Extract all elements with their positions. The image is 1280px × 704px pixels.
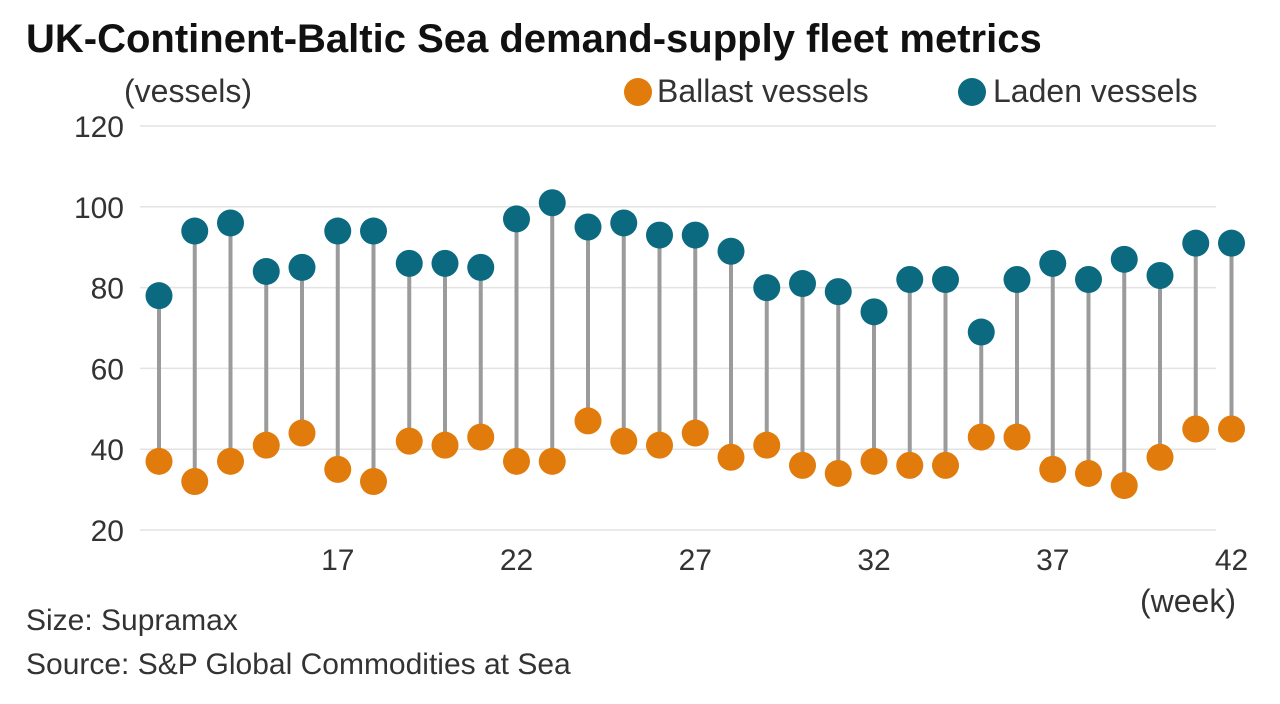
legend-label-laden: Laden vessels (993, 73, 1198, 109)
laden-point-week-18 (360, 217, 387, 245)
ballast-point-week-25 (610, 427, 638, 455)
grid (140, 125, 1216, 531)
ballast-point-week-14 (217, 447, 244, 475)
ballast-point-week-27 (681, 419, 709, 447)
laden-point-week-13 (181, 217, 209, 245)
size-note: Size: Supramax (26, 604, 238, 637)
laden-point-week-34 (932, 266, 959, 294)
laden-point-week-25 (610, 209, 638, 237)
ballast-point-week-26 (646, 431, 673, 459)
laden-point-week-41 (1182, 229, 1210, 257)
laden-point-week-38 (1075, 266, 1102, 294)
ballast-point-week-40 (1146, 443, 1174, 471)
laden-point-week-42 (1218, 229, 1245, 257)
laden-point-week-21 (467, 253, 495, 281)
ballast-series (145, 407, 1245, 500)
ballast-point-week-21 (467, 423, 495, 451)
laden-point-week-23 (538, 189, 566, 217)
laden-point-week-35 (967, 318, 995, 346)
ballast-point-week-19 (395, 427, 423, 455)
ballast-point-week-23 (538, 447, 566, 475)
x-tick-label: 42 (1215, 544, 1248, 577)
laden-series (145, 189, 1245, 346)
source-note: Source: S&P Global Commodities at Sea (26, 648, 571, 681)
laden-point-week-20 (431, 249, 459, 277)
ballast-point-week-12 (145, 447, 173, 475)
ballast-point-week-24 (574, 407, 602, 435)
x-tick-label: 32 (857, 544, 890, 577)
ballast-point-week-37 (1039, 455, 1067, 483)
laden-point-week-30 (789, 270, 816, 298)
laden-point-week-24 (574, 213, 602, 241)
legend-marker-ballast (624, 78, 652, 106)
laden-point-week-28 (717, 237, 745, 265)
x-tick-label: 17 (321, 544, 354, 577)
ballast-point-week-33 (896, 451, 924, 479)
y-tick-label: 60 (91, 353, 124, 386)
y-tick-label: 20 (91, 515, 124, 548)
ballast-point-week-42 (1218, 415, 1245, 443)
ballast-point-week-16 (288, 419, 316, 447)
laden-point-week-14 (217, 209, 244, 237)
laden-point-week-36 (1003, 266, 1031, 294)
legend: Ballast vessels Laden vessels (624, 73, 1198, 109)
legend-marker-laden (958, 78, 986, 106)
ballast-point-week-39 (1110, 472, 1138, 500)
laden-point-week-16 (288, 253, 316, 281)
stems (157, 202, 1234, 486)
ballast-point-week-38 (1075, 459, 1102, 487)
ballast-point-week-13 (181, 468, 209, 496)
ballast-point-week-15 (252, 431, 280, 459)
x-tick-label: 27 (679, 544, 712, 577)
ballast-point-week-32 (860, 447, 888, 475)
laden-point-week-40 (1146, 261, 1174, 289)
laden-point-week-26 (646, 221, 673, 249)
laden-point-week-27 (681, 221, 709, 249)
legend-label-ballast: Ballast vessels (657, 73, 869, 109)
ballast-point-week-34 (932, 451, 959, 479)
y-axis-unit: (vessels) (124, 73, 252, 109)
laden-point-week-31 (824, 278, 852, 306)
laden-point-week-39 (1110, 245, 1138, 273)
ballast-point-week-31 (824, 459, 852, 487)
x-tick-label: 22 (500, 544, 533, 577)
laden-point-week-32 (860, 298, 888, 326)
y-tick-label: 120 (74, 111, 124, 144)
ballast-point-week-35 (967, 423, 995, 451)
x-axis-ticks: 17 22 27 32 37 42 (321, 544, 1248, 577)
ballast-point-week-41 (1182, 415, 1210, 443)
ballast-point-week-30 (789, 451, 816, 479)
laden-point-week-15 (252, 257, 280, 285)
laden-point-week-19 (395, 249, 423, 277)
y-tick-label: 40 (91, 434, 124, 467)
y-tick-label: 100 (74, 192, 124, 225)
laden-point-week-17 (324, 217, 352, 245)
y-axis-ticks: 20 40 60 80 100 120 (74, 111, 124, 548)
ballast-point-week-22 (503, 447, 530, 475)
ballast-point-week-29 (753, 431, 781, 459)
x-tick-label: 37 (1036, 544, 1069, 577)
y-tick-label: 80 (91, 273, 124, 306)
laden-point-week-12 (145, 282, 173, 310)
ballast-point-week-18 (360, 468, 387, 496)
laden-point-week-37 (1039, 249, 1067, 277)
chart-title: UK-Continent-Baltic Sea demand-supply fl… (26, 17, 1042, 61)
laden-point-week-33 (896, 266, 924, 294)
ballast-point-week-20 (431, 431, 459, 459)
ballast-point-week-36 (1003, 423, 1031, 451)
laden-point-week-22 (503, 205, 530, 233)
ballast-point-week-28 (717, 443, 745, 471)
x-axis-unit: (week) (1140, 583, 1236, 619)
laden-point-week-29 (753, 274, 781, 302)
ballast-point-week-17 (324, 455, 352, 483)
